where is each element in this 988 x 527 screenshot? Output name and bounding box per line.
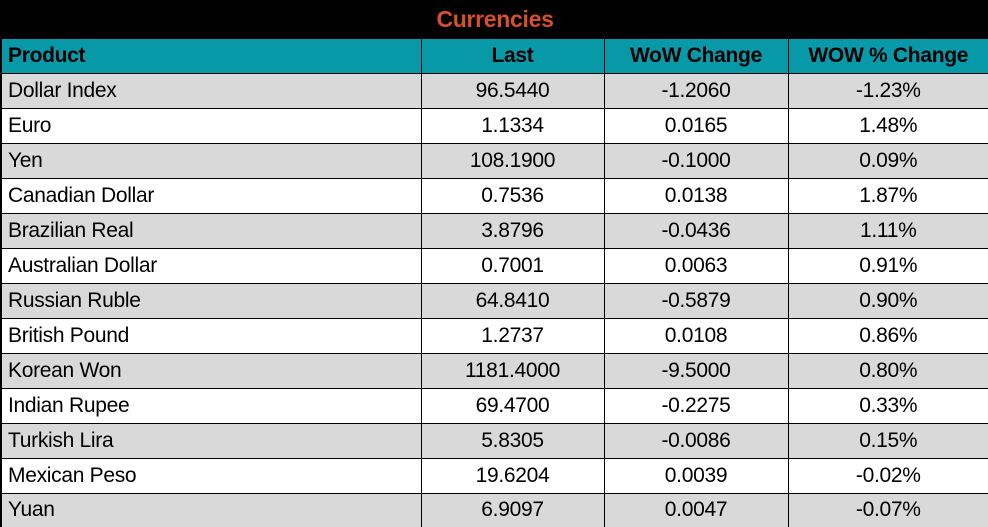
wow-pct-change-cell[interactable]: 0.86%: [787, 317, 988, 354]
wow-change-cell[interactable]: 0.0039: [603, 457, 789, 494]
table-row[interactable]: Korean Won 1181.4000 -9.5000 0.80%: [0, 352, 988, 389]
last-cell[interactable]: 19.6204: [420, 457, 605, 494]
wow-pct-change-cell[interactable]: 0.33%: [787, 387, 988, 424]
wow-pct-change-cell[interactable]: 1.48%: [787, 107, 988, 144]
wow-pct-change-cell[interactable]: 1.87%: [787, 177, 988, 214]
wow-change-cell[interactable]: -0.0086: [603, 422, 789, 459]
last-cell[interactable]: 64.8410: [420, 282, 605, 319]
table-title: Currencies: [0, 0, 988, 39]
wow-change-cell[interactable]: 0.0047: [603, 492, 789, 527]
product-cell[interactable]: British Pound: [0, 317, 422, 354]
wow-pct-change-cell[interactable]: -0.07%: [787, 492, 988, 527]
table-row[interactable]: Yuan 6.9097 0.0047 -0.07%: [0, 492, 988, 527]
table-header-row: Product Last WoW Change WOW % Change: [0, 37, 988, 74]
product-cell[interactable]: Yen: [0, 142, 422, 179]
wow-change-cell[interactable]: 0.0108: [603, 317, 789, 354]
table-row[interactable]: Mexican Peso 19.6204 0.0039 -0.02%: [0, 457, 988, 494]
product-cell[interactable]: Russian Ruble: [0, 282, 422, 319]
wow-change-cell[interactable]: -0.1000: [603, 142, 789, 179]
wow-pct-change-cell[interactable]: -1.23%: [787, 72, 988, 109]
wow-change-cell[interactable]: 0.0063: [603, 247, 789, 284]
table-row[interactable]: Yen 108.1900 -0.1000 0.09%: [0, 142, 988, 179]
wow-pct-change-cell[interactable]: 0.80%: [787, 352, 988, 389]
last-cell[interactable]: 1.2737: [420, 317, 605, 354]
last-cell[interactable]: 1181.4000: [420, 352, 605, 389]
last-cell[interactable]: 96.5440: [420, 72, 605, 109]
wow-pct-change-cell[interactable]: 0.91%: [787, 247, 988, 284]
column-header-wow-pct-change[interactable]: WOW % Change: [787, 37, 988, 74]
product-cell[interactable]: Canadian Dollar: [0, 177, 422, 214]
last-cell[interactable]: 0.7536: [420, 177, 605, 214]
table-row[interactable]: Brazilian Real 3.8796 -0.0436 1.11%: [0, 212, 988, 249]
wow-change-cell[interactable]: 0.0165: [603, 107, 789, 144]
column-header-last[interactable]: Last: [420, 37, 605, 74]
wow-change-cell[interactable]: -1.2060: [603, 72, 789, 109]
table-body: Dollar Index 96.5440 -1.2060 -1.23% Euro…: [0, 72, 988, 527]
last-cell[interactable]: 3.8796: [420, 212, 605, 249]
wow-change-cell[interactable]: -0.5879: [603, 282, 789, 319]
wow-pct-change-cell[interactable]: 0.90%: [787, 282, 988, 319]
wow-change-cell[interactable]: -0.0436: [603, 212, 789, 249]
product-cell[interactable]: Dollar Index: [0, 72, 422, 109]
table-row[interactable]: Turkish Lira 5.8305 -0.0086 0.15%: [0, 422, 988, 459]
wow-pct-change-cell[interactable]: 1.11%: [787, 212, 988, 249]
table-row[interactable]: British Pound 1.2737 0.0108 0.86%: [0, 317, 988, 354]
last-cell[interactable]: 0.7001: [420, 247, 605, 284]
product-cell[interactable]: Mexican Peso: [0, 457, 422, 494]
wow-pct-change-cell[interactable]: 0.09%: [787, 142, 988, 179]
table-row[interactable]: Dollar Index 96.5440 -1.2060 -1.23%: [0, 72, 988, 109]
product-cell[interactable]: Turkish Lira: [0, 422, 422, 459]
table-row[interactable]: Euro 1.1334 0.0165 1.48%: [0, 107, 988, 144]
column-header-wow-change[interactable]: WoW Change: [603, 37, 789, 74]
wow-change-cell[interactable]: -9.5000: [603, 352, 789, 389]
product-cell[interactable]: Euro: [0, 107, 422, 144]
wow-pct-change-cell[interactable]: 0.15%: [787, 422, 988, 459]
last-cell[interactable]: 108.1900: [420, 142, 605, 179]
last-cell[interactable]: 1.1334: [420, 107, 605, 144]
product-cell[interactable]: Brazilian Real: [0, 212, 422, 249]
wow-change-cell[interactable]: -0.2275: [603, 387, 789, 424]
last-cell[interactable]: 5.8305: [420, 422, 605, 459]
column-header-product[interactable]: Product: [0, 37, 422, 74]
wow-pct-change-cell[interactable]: -0.02%: [787, 457, 988, 494]
last-cell[interactable]: 6.9097: [420, 492, 605, 527]
table-row[interactable]: Indian Rupee 69.4700 -0.2275 0.33%: [0, 387, 988, 424]
table-row[interactable]: Australian Dollar 0.7001 0.0063 0.91%: [0, 247, 988, 284]
product-cell[interactable]: Korean Won: [0, 352, 422, 389]
table-row[interactable]: Russian Ruble 64.8410 -0.5879 0.90%: [0, 282, 988, 319]
product-cell[interactable]: Yuan: [0, 492, 422, 527]
wow-change-cell[interactable]: 0.0138: [603, 177, 789, 214]
table-title-row: Currencies: [0, 0, 988, 39]
product-cell[interactable]: Australian Dollar: [0, 247, 422, 284]
product-cell[interactable]: Indian Rupee: [0, 387, 422, 424]
last-cell[interactable]: 69.4700: [420, 387, 605, 424]
table-row[interactable]: Canadian Dollar 0.7536 0.0138 1.87%: [0, 177, 988, 214]
